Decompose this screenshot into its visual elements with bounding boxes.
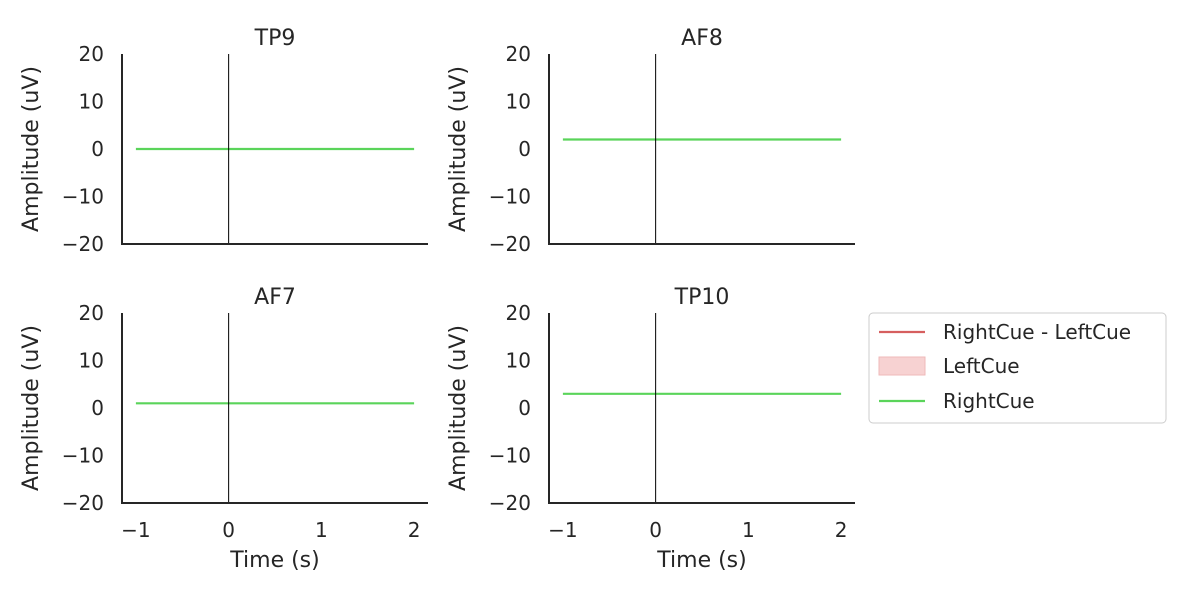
x-tick-label: −1	[548, 518, 577, 542]
x-tick-label: 1	[315, 518, 328, 542]
y-axis-label: Amplitude (uV)	[446, 325, 471, 491]
x-tick-label: 1	[742, 518, 755, 542]
y-tick-label: −20	[62, 232, 104, 256]
legend-label: RightCue - LeftCue	[943, 320, 1131, 344]
x-axis-label: Time (s)	[656, 548, 746, 573]
y-tick-label: 0	[518, 396, 531, 420]
y-tick-label: 0	[91, 396, 104, 420]
x-tick-label: −1	[121, 518, 150, 542]
x-tick-label: 2	[408, 518, 421, 542]
y-tick-label: 0	[91, 137, 104, 161]
panel-title: TP9	[254, 26, 296, 51]
y-tick-label: −10	[62, 185, 104, 209]
legend-frame	[868, 312, 1167, 424]
y-tick-label: 20	[506, 42, 531, 66]
y-tick-label: 20	[506, 301, 531, 325]
subplot-af8: AF8 −20 −10 0 10 20 Amplitude (uV)	[446, 26, 855, 256]
y-tick-label: 10	[506, 349, 531, 373]
panel-title: AF7	[254, 285, 296, 310]
legend-item-difference: RightCue - LeftCue	[879, 320, 1131, 344]
legend-label: LeftCue	[943, 354, 1020, 378]
x-tick-label: 0	[649, 518, 662, 542]
panel-title: AF8	[681, 26, 723, 51]
y-tick-label: 10	[79, 349, 104, 373]
x-tick-label: 0	[222, 518, 235, 542]
y-tick-label: 20	[79, 301, 104, 325]
legend-item-left: LeftCue	[878, 354, 1020, 378]
y-axis-label: Amplitude (uV)	[446, 66, 471, 232]
y-tick-label: 10	[506, 90, 531, 114]
panel-title: TP10	[674, 285, 730, 310]
y-tick-label: 0	[518, 137, 531, 161]
subplot-tp9: TP9 −20 −10 0 10 20 Amplitude (uV)	[19, 26, 428, 256]
y-tick-label: −10	[489, 185, 531, 209]
y-axis-label: Amplitude (uV)	[19, 325, 44, 491]
legend-item-right: RightCue	[879, 389, 1035, 413]
y-tick-label: −10	[62, 444, 104, 468]
legend-label: RightCue	[943, 389, 1035, 413]
y-tick-label: −20	[489, 232, 531, 256]
y-tick-label: 10	[79, 90, 104, 114]
y-tick-label: −10	[489, 444, 531, 468]
legend-patch-swatch	[878, 356, 926, 376]
legend: RightCue - LeftCue LeftCue RightCue	[868, 312, 1167, 424]
y-tick-label: 20	[79, 42, 104, 66]
y-axis-label: Amplitude (uV)	[19, 66, 44, 232]
y-tick-label: −20	[62, 491, 104, 515]
y-tick-label: −20	[489, 491, 531, 515]
x-tick-label: 2	[835, 518, 848, 542]
x-axis-label: Time (s)	[229, 548, 319, 573]
